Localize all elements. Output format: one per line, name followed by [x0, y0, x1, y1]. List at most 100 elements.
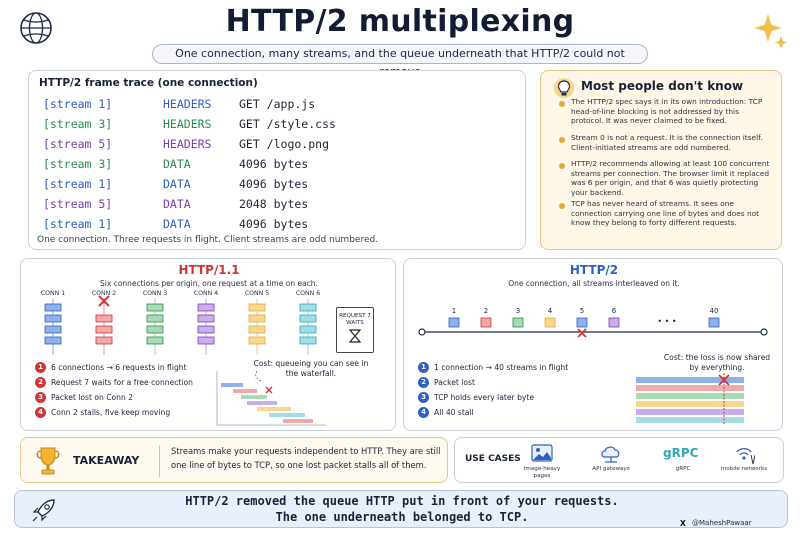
use-case-label: mobile networks — [720, 466, 768, 472]
x-logo: X — [680, 519, 686, 528]
waterfall-bar — [283, 419, 313, 423]
trace-value: GET /logo.png — [239, 137, 330, 151]
conn-2-stack — [95, 295, 113, 355]
stall-bar — [636, 417, 744, 423]
mobile-network-icon — [736, 448, 755, 465]
http1-title: HTTP/1.1 — [178, 263, 240, 277]
trace-frame-type: HEADERS — [163, 137, 212, 151]
http2-stream-diagram — [418, 317, 768, 425]
sparkle-icon — [754, 14, 787, 49]
trace-frame-type: HEADERS — [163, 117, 212, 131]
http1-subtitle: Six connections per origin, one request … — [100, 279, 318, 288]
waterfall-chart — [216, 370, 326, 426]
waterfall-bar — [221, 383, 243, 387]
trace-stream: [stream 1] — [43, 97, 113, 111]
http2-cost-note: Cost: the loss is now shared by everythi… — [663, 353, 771, 372]
stream-frame — [608, 317, 620, 328]
conn-label: CONN 6 — [295, 290, 321, 297]
trace-frame-type: HEADERS — [163, 97, 212, 111]
use-cases-label: USE CASES — [465, 454, 521, 464]
trace-frame-type: DATA — [163, 197, 191, 211]
stream-frame — [480, 317, 492, 328]
stall-bar — [636, 401, 744, 407]
did-you-know-item: The HTTP/2 spec says it in its own intro… — [571, 97, 763, 126]
did-you-know-item: TCP has never heard of streams. It sees … — [571, 199, 760, 228]
rocket-icon — [32, 499, 55, 522]
stream-ellipsis: • • • — [657, 317, 677, 326]
stream-number: 2 — [483, 307, 489, 315]
request-waits-box: REQUEST 7 WAITS — [336, 307, 374, 353]
page-title: HTTP/2 multiplexing — [225, 4, 575, 39]
conn-5-stack — [248, 299, 266, 355]
waterfall-bar — [247, 401, 277, 405]
trace-frame-type: DATA — [163, 177, 191, 191]
conn-label: CONN 2 — [91, 290, 117, 297]
trace-stream: [stream 3] — [43, 157, 113, 171]
frame-trace-title: HTTP/2 frame trace (one connection) — [39, 77, 258, 89]
trace-stream: [stream 1] — [43, 217, 113, 231]
stall-bar — [636, 393, 744, 399]
bullet-dot — [559, 163, 565, 169]
conn-label: CONN 4 — [193, 290, 219, 297]
http2-point: TCP holds every later byte — [434, 393, 535, 402]
frame-trace-panel: HTTP/2 frame trace (one connection) [str… — [28, 70, 526, 250]
waterfall-bar — [257, 407, 291, 411]
bullet-dot — [559, 101, 565, 107]
waterfall-bar — [269, 413, 305, 417]
stream-number: 40 — [709, 307, 719, 315]
hourglass-icon — [349, 329, 361, 343]
trace-stream: [stream 1] — [43, 177, 113, 191]
takeaway-text: Streams make your requests independent t… — [171, 446, 441, 470]
step-number: 1 — [418, 362, 429, 373]
stream-frame — [544, 317, 556, 328]
step-number: 1 — [35, 362, 46, 373]
takeaway-divider — [159, 445, 160, 477]
bottom-banner: HTTP/2 removed the queue HTTP put in fro… — [14, 490, 788, 528]
conn-1-stack — [44, 299, 62, 355]
conn-label: CONN 1 — [40, 290, 66, 297]
use-case-label: gRPC — [675, 466, 691, 472]
loss-marker — [577, 328, 587, 338]
did-you-know-panel: Most people don't know The HTTP/2 spec s… — [540, 70, 782, 250]
trace-value: 2048 bytes — [239, 197, 309, 211]
stall-bar — [636, 377, 744, 383]
http2-title: HTTP/2 — [569, 263, 619, 277]
step-number: 3 — [35, 392, 46, 403]
stream-number: 5 — [579, 307, 585, 315]
cloud-gateway-icon — [601, 446, 620, 463]
grpc-logo: gRPC — [663, 446, 699, 460]
image-icon — [531, 444, 553, 462]
use-case-label: API gateways — [592, 466, 630, 472]
bullet-dot — [559, 137, 565, 143]
takeaway-panel: TAKEAWAY Streams make your requests inde… — [20, 437, 448, 483]
stalled-streams-chart — [636, 373, 744, 425]
trace-frame-type: DATA — [163, 157, 191, 171]
step-number: 3 — [418, 392, 429, 403]
stream-frame — [512, 317, 524, 328]
conn-label: CONN 5 — [244, 290, 270, 297]
stream-number: 6 — [611, 307, 617, 315]
stall-bar — [636, 385, 744, 391]
banner-line-2: The one underneath belonged to TCP. — [275, 510, 529, 524]
author-handle: @MaheshPawaar — [692, 519, 752, 527]
did-you-know-item: Stream 0 is not a request. It is the con… — [571, 133, 763, 152]
frame-trace-footnote: One connection. Three requests in flight… — [37, 235, 379, 245]
http1-panel: HTTP/1.1 Six connections per origin, one… — [20, 258, 396, 431]
trace-value: GET /app.js — [239, 97, 316, 111]
http1-point: Packet lost on Conn 2 — [51, 393, 134, 402]
trace-value: 4096 bytes — [239, 157, 309, 171]
trophy-icon — [36, 447, 60, 475]
step-number: 2 — [418, 377, 429, 388]
http2-subtitle: One connection, all streams interleaved … — [508, 279, 680, 288]
globe-icon — [20, 12, 52, 44]
did-you-know-title: Most people don't know — [581, 79, 744, 93]
stream-frame — [708, 317, 720, 328]
http2-panel: HTTP/2 One connection, all streams inter… — [403, 258, 783, 431]
trace-stream: [stream 5] — [43, 137, 113, 151]
stream-frame — [448, 317, 460, 328]
trace-value: 4096 bytes — [239, 177, 309, 191]
http1-point: Conn 2 stalls, five keep moving — [51, 408, 171, 417]
step-number: 4 — [418, 407, 429, 418]
use-case-label: Image-heavy pages — [523, 466, 561, 479]
http2-point: 1 connection → 40 streams in flight — [434, 363, 569, 372]
